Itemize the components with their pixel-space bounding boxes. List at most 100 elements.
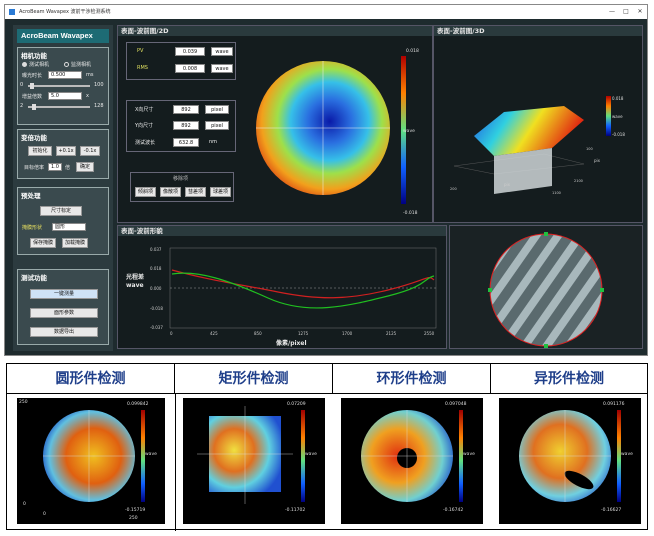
colorbar-3d-unit: wave — [612, 114, 623, 119]
mask-select[interactable]: 圆形 — [52, 223, 86, 231]
profile-ylabel: 光程差 wave — [126, 274, 145, 289]
profile-ytick: -0.018 — [150, 306, 163, 311]
pv-unit-select[interactable]: wave — [211, 47, 233, 56]
test-group: 测试功能 一键测量 面形参数 数据导出 — [17, 269, 109, 345]
app-name: AcroBeam Wavapex — [17, 29, 109, 43]
irregular-colorbar — [617, 410, 621, 502]
exposure-max: 100 — [94, 82, 104, 88]
irregular-vmin: -0.16627 — [601, 508, 622, 513]
3d-tick-b: 1100 — [552, 191, 561, 195]
export-data-button[interactable]: 数据导出 — [30, 327, 98, 337]
profile-series-y — [171, 272, 435, 309]
circle-colorbar — [141, 410, 145, 502]
y-unit-select[interactable]: pixel — [205, 121, 229, 130]
colorbar-2d-unit: wave — [403, 129, 415, 134]
circle-vmin: -0.15719 — [125, 508, 146, 513]
rect-vmax: 0.07209 — [287, 402, 306, 407]
profile-x-ticks: 0 425 850 1275 1700 2125 2550 — [170, 331, 435, 336]
remove-sphere-button[interactable]: 球差项 — [210, 187, 231, 197]
3d-skirt — [494, 148, 552, 194]
figure-irregular-plot — [519, 410, 621, 502]
x-unit-select[interactable]: pixel — [205, 105, 229, 114]
wavelength-label: 测试波长 — [135, 140, 156, 146]
exposure-unit: ms — [86, 72, 94, 78]
remove-coma-button[interactable]: 彗差项 — [185, 187, 206, 197]
rms-value: 0.008 — [175, 64, 205, 73]
camera-group-title: 相机功能 — [21, 52, 47, 60]
init-button[interactable]: 初始化 — [28, 146, 52, 156]
camera-group: 相机功能 测试相机 监测相机 曝光时长 0.500 ms 0 100 增益倍数 … — [17, 47, 109, 125]
preprocess-group: 预处理 尺寸标定 掩膜形状 圆形 保存掩膜 加载掩膜 — [17, 187, 109, 255]
monitor-camera-radio[interactable] — [64, 62, 69, 67]
close-button[interactable]: ✕ — [637, 8, 643, 15]
profile-xtick: 850 — [254, 331, 262, 336]
gain-input[interactable]: 5.0 — [48, 92, 82, 100]
interferogram-image — [450, 226, 642, 348]
profile-xtick: 0 — [170, 331, 173, 336]
figure-ring: 0.097048 wave -0.16742 — [341, 398, 483, 524]
one-click-measure-button[interactable]: 一键测量 — [30, 289, 98, 299]
aperture-handle-bottom[interactable] — [544, 344, 548, 348]
profile-xlabel: 像素/pixel — [276, 340, 307, 347]
aperture-handle-top[interactable] — [544, 232, 548, 236]
remove-astig-button[interactable]: 像散项 — [160, 187, 181, 197]
mask-label: 掩膜形状 — [22, 225, 43, 231]
remove-tilt-button[interactable]: 倾斜项 — [135, 187, 156, 197]
3d-axis-x-label: pix — [504, 182, 511, 187]
profile-xtick: 1275 — [298, 331, 309, 336]
ratio-input[interactable]: 1.0 — [48, 163, 62, 171]
colorbar-3d — [606, 96, 611, 136]
header-ring: 环形件检测 — [333, 364, 491, 394]
load-mask-button[interactable]: 加载掩膜 — [62, 238, 88, 248]
3d-tick-a: 200 — [450, 187, 457, 191]
circle-vmax: 0.099842 — [127, 402, 149, 407]
shape-param-button[interactable]: 面形参数 — [30, 308, 98, 318]
circle-xtick-left: 0 — [43, 512, 46, 517]
exposure-input[interactable]: 0.500 — [48, 71, 82, 79]
ring-colorbar — [459, 410, 463, 502]
test-group-title: 测试功能 — [21, 274, 47, 282]
profile-xtick: 425 — [210, 331, 218, 336]
confirm-button[interactable]: 确定 — [76, 162, 94, 172]
irregular-vmax: 0.091176 — [603, 402, 625, 407]
remove-terms-box: 移除项 倾斜项 像散项 彗差项 球差项 — [130, 172, 234, 202]
save-mask-button[interactable]: 保存掩膜 — [30, 238, 56, 248]
colorbar-2d-min: -0.018 — [403, 210, 418, 216]
gain-max: 128 — [94, 103, 104, 109]
panel-camera — [449, 225, 643, 349]
exposure-slider[interactable] — [28, 83, 90, 89]
aperture-handle-right[interactable] — [600, 288, 604, 292]
rect-unit: wave — [305, 452, 317, 457]
gain-unit: x — [86, 93, 89, 99]
ring-vmax: 0.097048 — [445, 402, 467, 407]
zoom-in-button[interactable]: +0.1x — [56, 146, 76, 156]
panel-profile-title: 表面-波前形貌 — [118, 226, 446, 236]
exposure-min: 0 — [20, 82, 24, 88]
rms-unit-select[interactable]: wave — [211, 64, 233, 73]
profile-ytick: 0.037 — [150, 247, 162, 252]
maximize-button[interactable]: □ — [623, 8, 629, 15]
zoom-out-button[interactable]: -0.1x — [80, 146, 100, 156]
cell-divider — [175, 394, 176, 531]
rect-vmin: -0.11702 — [285, 508, 306, 513]
pv-rms-box: PV 0.039 wave RMS 0.008 wave — [126, 42, 236, 80]
profile-series-x — [171, 269, 435, 299]
profile-ytick: 0.000 — [150, 286, 162, 291]
test-camera-radio[interactable] — [22, 62, 27, 67]
exposure-slider-handle[interactable] — [30, 83, 34, 89]
colorbar-2d-max: 0.018 — [406, 48, 419, 54]
figure-rect-plot — [197, 406, 305, 504]
3d-tick-d: 2100 — [574, 179, 583, 183]
wavefront-3d-plot: 0.018 wave -0.018 pix pix 200 1100 100 2… — [450, 96, 625, 195]
gain-slider-handle[interactable] — [32, 104, 36, 110]
pv-value: 0.039 — [175, 47, 205, 56]
exposure-label: 曝光时长 — [22, 73, 43, 79]
calibrate-button[interactable]: 尺寸标定 — [40, 206, 82, 216]
minimize-button[interactable]: — — [609, 8, 615, 15]
profile-ytick: -0.037 — [150, 325, 163, 330]
panel-2d-title: 表面-波前图/2D — [118, 26, 432, 36]
header-circle: 圆形件检测 — [7, 364, 175, 394]
zoom-group-title: 变倍功能 — [21, 134, 47, 142]
gain-slider[interactable] — [28, 104, 90, 110]
aperture-handle-left[interactable] — [488, 288, 492, 292]
